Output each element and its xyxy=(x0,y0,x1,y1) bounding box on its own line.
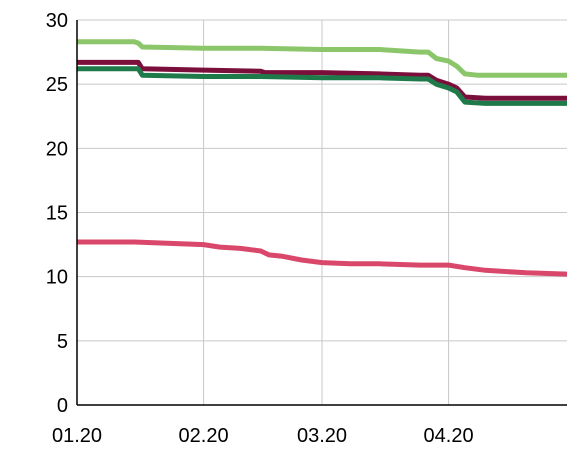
y-tick-label: 30 xyxy=(46,10,68,32)
x-tick-labels: 01.20 02.20 03.20 04.20 xyxy=(52,425,474,447)
y-tick-label: 10 xyxy=(46,267,68,289)
y-tick-label: 20 xyxy=(46,138,68,160)
axes xyxy=(76,20,567,406)
series-line-1 xyxy=(77,39,567,78)
series-line-2 xyxy=(77,59,567,101)
grid-lines xyxy=(77,19,567,405)
y-tick-labels: 0 5 10 15 20 25 30 xyxy=(46,10,68,417)
y-tick-label: 25 xyxy=(46,74,68,96)
y-tick-label: 15 xyxy=(46,203,68,225)
series-line-4 xyxy=(77,239,568,277)
x-tick-label: 04.20 xyxy=(424,425,474,447)
y-tick-label: 5 xyxy=(57,331,68,353)
x-tick-label: 03.20 xyxy=(297,425,347,447)
x-tick-label: 02.20 xyxy=(179,425,229,447)
x-tick-label: 01.20 xyxy=(52,425,102,447)
series-lines xyxy=(77,39,568,277)
y-tick-label: 0 xyxy=(57,395,68,417)
series-line-3 xyxy=(77,66,567,106)
